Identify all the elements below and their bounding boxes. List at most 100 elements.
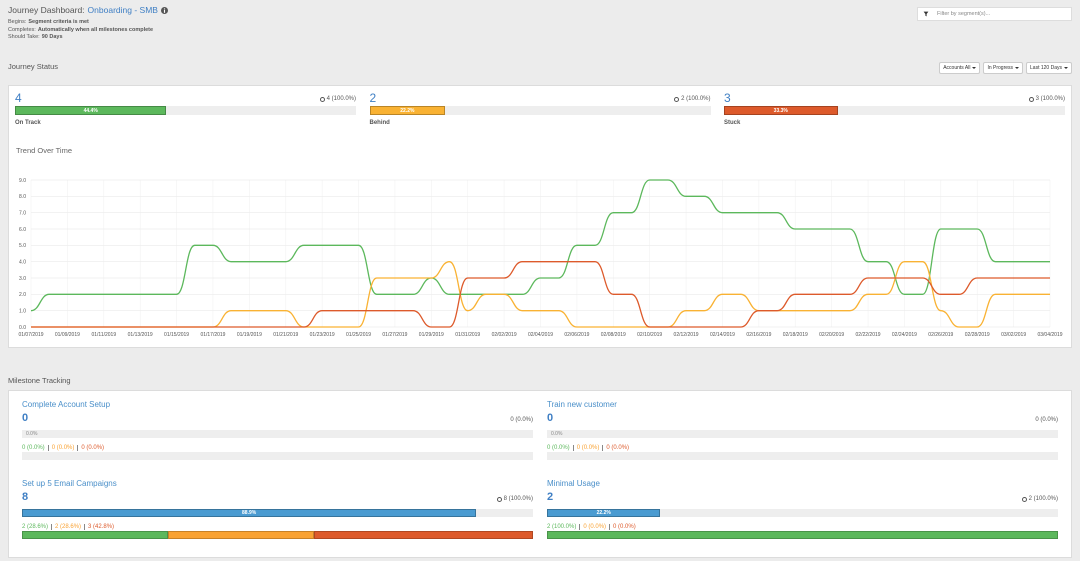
breakdown-label: 0 (0.0%) bbox=[22, 445, 45, 451]
trend-chart: 01/07/2019 01/09/2019 01/11/2019 01/13/2019… bbox=[18, 178, 1062, 338]
milestone-title[interactable]: Train new customer bbox=[547, 400, 617, 409]
milestone-title[interactable]: Set up 5 Email Campaigns bbox=[22, 479, 117, 488]
milestone-bar-track: 0.0% bbox=[547, 430, 1058, 438]
caret bbox=[1015, 67, 1020, 69]
x-tick-label: 02/28/2019 bbox=[965, 332, 990, 338]
separator bbox=[77, 445, 79, 451]
stacked-segment bbox=[547, 531, 1058, 539]
x-tick-label: 01/11/2019 bbox=[91, 332, 116, 338]
breakdown-label: 2 (28.6%) bbox=[55, 524, 82, 530]
breakdown-label: 0 (0.0%) bbox=[51, 445, 75, 451]
info-dot bbox=[163, 7, 166, 9]
trend-line bbox=[30, 179, 1050, 312]
stacked-bar-track bbox=[22, 452, 533, 460]
y-tick-label: 4.0 bbox=[19, 259, 26, 265]
x-tick-label: 02/04/2019 bbox=[528, 332, 553, 338]
separator bbox=[51, 524, 53, 530]
info-bar bbox=[163, 9, 166, 13]
milestone-bar-label: 88.9% bbox=[242, 510, 257, 516]
milestone-bar-track: 0.0% bbox=[22, 430, 533, 438]
breakdown-label: 0 (0.0%) bbox=[583, 524, 607, 530]
y-tick-label: 9.0 bbox=[19, 178, 26, 184]
status-count: 2 bbox=[369, 91, 377, 105]
milestone-total-label: 0 (0.0%) bbox=[510, 417, 533, 423]
status-total: 4 (100.0%) bbox=[15, 96, 356, 102]
detail-value: 90 Days bbox=[41, 34, 63, 40]
ring-icon bbox=[496, 496, 502, 502]
x-tick-label: 02/14/2019 bbox=[710, 332, 735, 338]
status-bar-label: 33.3% bbox=[773, 107, 788, 114]
x-tick-label: 02/08/2019 bbox=[601, 332, 626, 338]
y-tick-label: 1.0 bbox=[19, 308, 26, 314]
x-tick-label: 02/02/2019 bbox=[492, 332, 517, 338]
status-count: 4 bbox=[15, 91, 22, 105]
segment-filter[interactable]: Filter by segment(s)... bbox=[917, 7, 1072, 21]
ring-icon bbox=[1028, 96, 1034, 102]
status-bar-track: 33.3% bbox=[724, 106, 1065, 115]
dropdown[interactable]: Last 120 Days bbox=[1026, 62, 1072, 74]
ring bbox=[496, 496, 502, 502]
milestone-bar bbox=[22, 509, 477, 517]
x-tick-label: 02/18/2019 bbox=[783, 332, 808, 338]
status-bar: 22.2% bbox=[369, 106, 446, 115]
detail-label: Should Take: bbox=[8, 34, 40, 40]
journey-link[interactable]: Onboarding - SMB bbox=[87, 5, 158, 15]
dropdown[interactable]: Accounts All bbox=[939, 62, 981, 74]
y-tick-label: 3.0 bbox=[19, 276, 26, 282]
section-title: Milestone Tracking bbox=[8, 376, 71, 385]
x-tick-label: 01/07/2019 bbox=[18, 332, 43, 338]
separator bbox=[609, 524, 611, 530]
stacked-bar-track bbox=[22, 531, 533, 539]
separator bbox=[579, 524, 581, 530]
detail-label: Begins: bbox=[8, 19, 27, 25]
x-tick-label: 01/17/2019 bbox=[200, 332, 225, 338]
x-tick-label: 01/27/2019 bbox=[382, 332, 407, 338]
dropdown-label: Accounts All bbox=[943, 65, 971, 71]
x-tick-label: 02/12/2019 bbox=[674, 332, 699, 338]
caret bbox=[972, 67, 977, 69]
milestone-bar-track: 88.9% bbox=[22, 509, 533, 517]
separator bbox=[602, 445, 604, 451]
y-tick-label: 6.0 bbox=[19, 227, 26, 233]
status-label: Stuck bbox=[724, 120, 741, 126]
milestone-bar-label: 0.0% bbox=[551, 431, 563, 437]
status-bar: 44.4% bbox=[15, 106, 167, 115]
breakdown-label: 0 (0.0%) bbox=[547, 445, 570, 451]
info-icon bbox=[160, 6, 168, 14]
detail-value: Segment criteria is met bbox=[28, 19, 89, 25]
milestone-total-label: 8 (100.0%) bbox=[503, 496, 533, 502]
milestone-count: 0 bbox=[547, 412, 554, 424]
status-label: Behind bbox=[369, 120, 390, 126]
x-tick-label: 02/06/2019 bbox=[564, 332, 589, 338]
breakdown-label: 0 (0.0%) bbox=[606, 445, 630, 451]
y-tick-label: 0.0 bbox=[19, 325, 26, 331]
status-total-label: 4 (100.0%) bbox=[326, 96, 356, 102]
x-tick-label: 01/23/2019 bbox=[310, 332, 335, 338]
detail-label: Completes: bbox=[8, 26, 36, 33]
breakdown-row: 0 (0.0%) 0 (0.0%) 0 (0.0%) bbox=[22, 445, 104, 451]
stacked-bar-track bbox=[547, 531, 1058, 539]
y-tick-label: 2.0 bbox=[19, 292, 26, 298]
filter-placeholder: Filter by segment(s)... bbox=[937, 11, 991, 17]
breakdown-row: 0 (0.0%) 0 (0.0%) 0 (0.0%) bbox=[547, 445, 629, 451]
x-tick-label: 02/24/2019 bbox=[892, 332, 917, 338]
x-tick-label: 02/10/2019 bbox=[637, 332, 662, 338]
detail-value: Automatically when all milestones comple… bbox=[37, 26, 154, 33]
status-total-label: 2 (100.0%) bbox=[681, 96, 711, 102]
status-bar-label: 22.2% bbox=[400, 107, 415, 114]
milestone-title[interactable]: Complete Account Setup bbox=[22, 400, 111, 409]
milestone-count: 2 bbox=[547, 491, 554, 503]
status-total-label: 3 (100.0%) bbox=[1035, 96, 1065, 102]
milestone-bar-label: 22.2% bbox=[596, 510, 611, 516]
dropdown[interactable]: In Progress bbox=[983, 62, 1024, 74]
ring bbox=[674, 96, 680, 102]
x-tick-label: 02/22/2019 bbox=[856, 332, 881, 338]
milestone-title[interactable]: Minimal Usage bbox=[547, 479, 600, 488]
milestone-bar-label: 0.0% bbox=[26, 431, 38, 437]
ring-icon bbox=[674, 96, 680, 102]
x-tick-label: 01/31/2019 bbox=[455, 332, 480, 338]
x-tick-label: 01/25/2019 bbox=[346, 332, 371, 338]
stacked-segment bbox=[22, 531, 169, 539]
caret bbox=[1064, 67, 1068, 69]
